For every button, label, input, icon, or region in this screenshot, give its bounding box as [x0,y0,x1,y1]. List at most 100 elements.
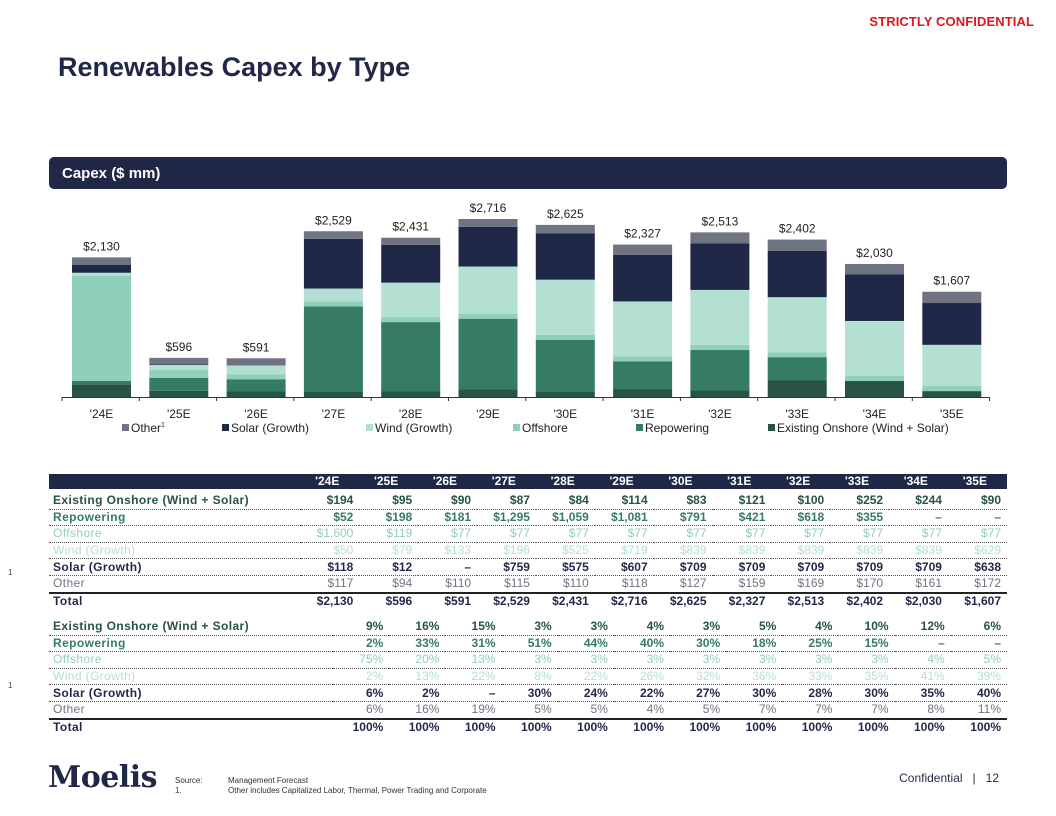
table-cell: 5% [501,701,558,720]
table-cell: $133 [418,542,478,560]
table-cell: 22% [613,684,670,702]
table-cell: $244 [889,493,948,510]
table-cell: 8% [501,668,558,686]
table-cell: $791 [653,509,713,527]
total-data-label: $2,529 [315,213,352,227]
row-label: Existing Onshore (Wind + Solar) [49,619,334,636]
table-row: Total 100% 100% 100% 100% 100% 100% 100% 100% 100… [49,719,1007,736]
table-cell: $181 [418,509,478,527]
table-row: Offshore $1,600 $119 $77 $77 $77 $77 $77 $77 $77 $… [49,525,1007,543]
page-title: Renewables Capex by Type [58,52,411,82]
table-cell: $196 [477,542,536,560]
table-cell: $1,081 [594,509,654,527]
table-cell: $118 [300,558,360,576]
bar-segment-existing-onshore-wind-solar [381,391,441,397]
table-cell: $95 [359,493,419,510]
table-cell: $12 [359,558,419,576]
bar-segment-other [226,358,286,366]
bar-segment-repowering [535,339,595,392]
row-label: Solar (Growth) [49,684,334,702]
x-tick-label: '24E [90,407,114,421]
table-cell: 100% [914,719,945,734]
table-cell: 4% [613,701,670,720]
table-row: Offshore 75% 20% 13% 3% 3% 3% 3% 3% 3% 3% 4% 5% [49,651,1007,669]
table-cell: $110 [418,575,478,594]
note-text: Other includes Capitalized Labor, Therma… [228,786,487,795]
table-cell: $77 [594,525,654,543]
bar-segment-repowering [381,322,441,392]
x-tick-label: '26E [244,407,268,421]
table-cell: $525 [535,542,595,560]
row-label: Existing Onshore (Wind + Solar) [49,493,301,510]
table-cell: $607 [594,558,654,576]
table-cell: $759 [477,558,536,576]
table-cell: 39% [950,668,1007,686]
table-cell: 30% [726,684,783,702]
table-cell: $90 [418,493,478,510]
x-tick-label: '25E [167,407,191,421]
table-cell: 12% [894,619,951,636]
bar-segment-other [149,357,209,365]
table-cell: $77 [771,525,831,543]
row-label: Wind (Growth) [49,668,334,686]
table-cell: – [947,509,1007,527]
bar-segment-wind-growth [845,320,904,376]
table-cell: $709 [889,558,948,576]
table-cell: $2,030 [905,593,942,608]
table-column-header: '33E [830,474,890,489]
table-cell: 25% [782,635,839,653]
table-column-header: '24E [300,474,360,489]
table-cell: 13% [445,651,502,669]
footnote-marker: 1 [8,568,13,577]
table-cell: 10% [838,619,895,636]
table-cell: 7% [838,701,895,720]
table-row: Solar (Growth) 6% 2% –30% 24% 22% 27% 30% 28% 30%… [49,684,1007,702]
table-row: Repowering $52 $198 $181 $1,295 $1,059 $1,081 $… [49,509,1007,527]
table-row: Existing Onshore (Wind + Solar) 9% 16% 15% 3… [49,619,1007,636]
bar-segment-other [845,263,904,275]
table-cell: $252 [830,493,890,510]
separator: | [972,771,976,785]
bar-segment-wind-growth [149,364,209,370]
bar-segment-other [690,232,750,244]
bar-segment-existing-onshore-wind-solar [767,380,827,397]
table-cell: 40% [613,635,670,653]
table-cell: 2% [333,668,390,686]
bar-segment-offshore [613,356,673,362]
table-cell: $618 [771,509,831,527]
table-cell: 16% [389,619,446,636]
row-label: Offshore [49,525,301,543]
x-tick-label: '32E [708,407,732,421]
table-cell: 3% [838,651,895,669]
legend-swatch-other [122,424,129,431]
table-cell: 100% [857,719,889,734]
table-cell: – [445,684,502,702]
table-cell: $77 [712,525,772,543]
table-cell: $77 [947,525,1007,543]
table-cell: 3% [726,651,783,669]
table-cell: 9% [333,619,390,636]
bar-segment-repowering [226,379,286,392]
bar-segment-solar-growth [767,250,827,298]
table-cell: 5% [726,619,783,636]
bar-segment-offshore [72,276,131,381]
legend-label-solar-growth: Solar (Growth) [231,421,309,435]
page-number: 12 [985,771,999,785]
bar-segment-offshore [767,352,827,358]
row-label: Total [53,719,83,734]
row-label: Total [53,593,83,608]
total-data-label: $2,130 [83,239,120,253]
bar-segment-wind-growth [767,297,827,353]
bar-segment-offshore [845,375,904,382]
bar-segment-wind-growth [690,289,750,345]
table-row: Wind (Growth) 2% 13% 22% 8% 22% 26% 32% 36% 33% 35… [49,668,1007,686]
legend-label-offshore: Offshore [522,421,568,435]
table-cell: – [950,635,1007,653]
total-data-label: $2,030 [856,246,893,260]
bar-segment-other [613,244,673,255]
bar-segment-existing-onshore-wind-solar [72,384,131,397]
bar-segment-repowering [72,380,131,385]
bar-segment-wind-growth [72,272,131,277]
bar-segment-solar-growth [72,265,131,273]
table-cell: 7% [726,701,783,720]
